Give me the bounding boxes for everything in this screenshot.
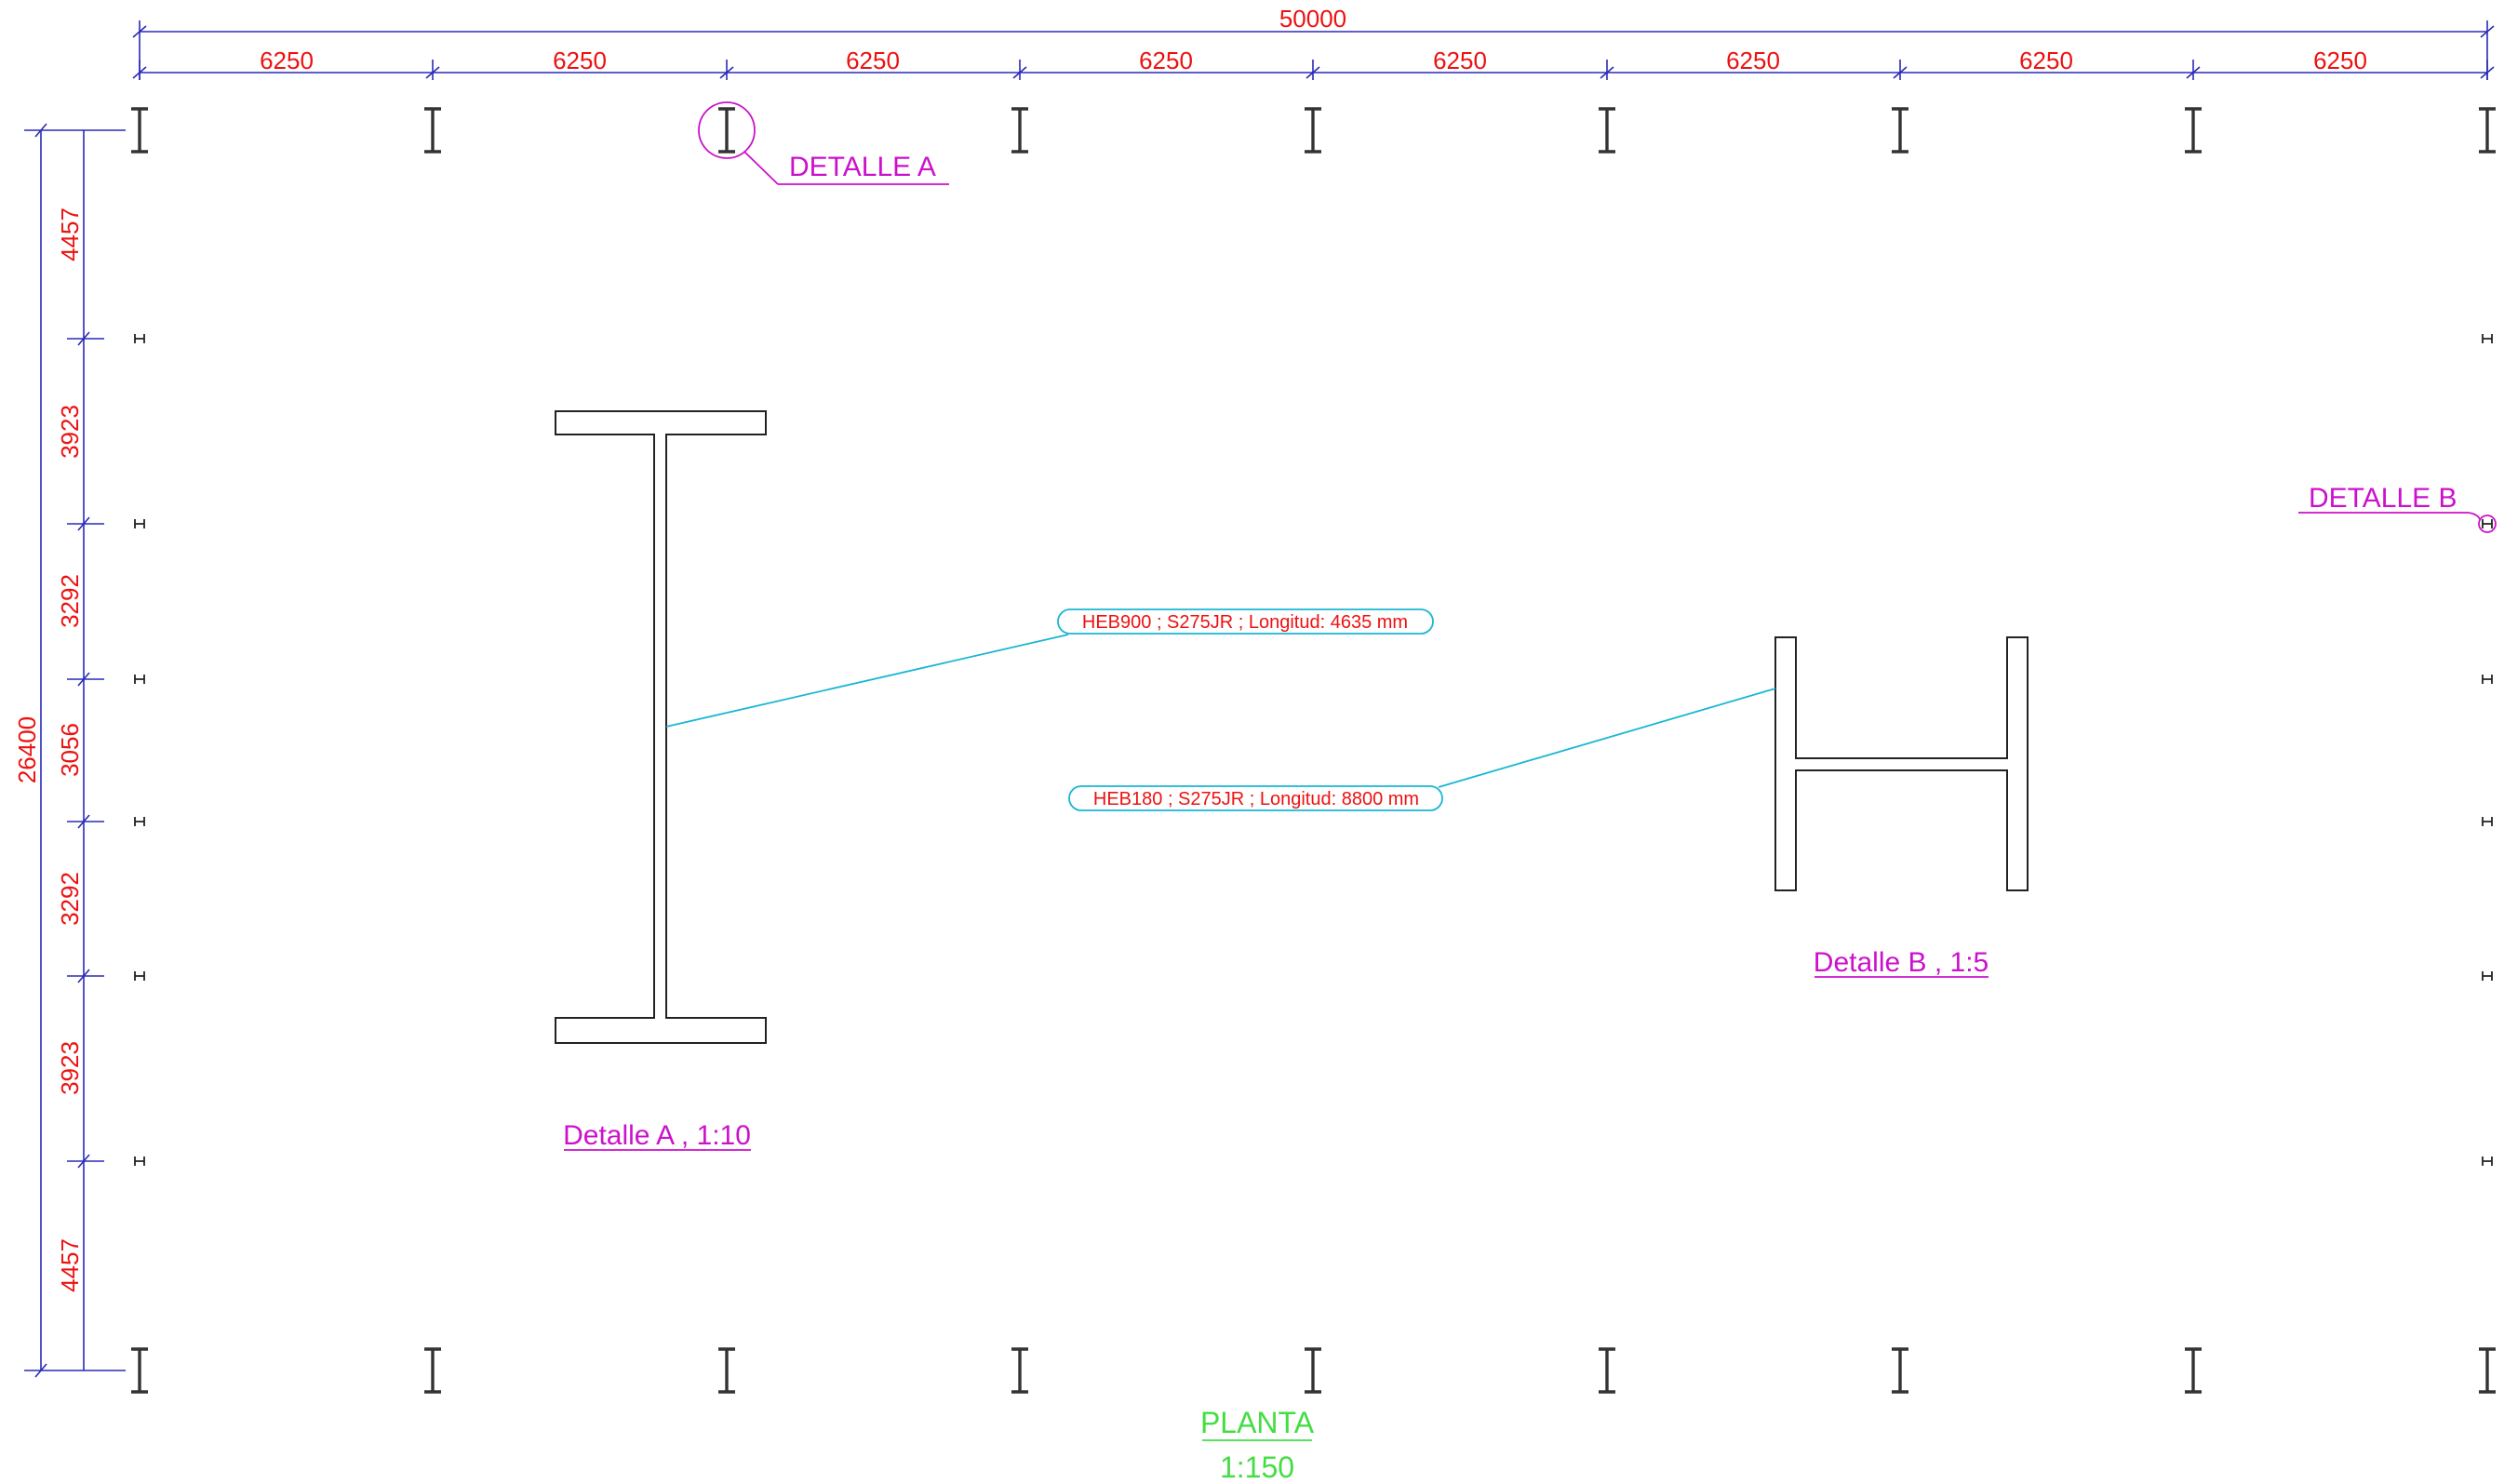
dimension-slash-tick: [77, 969, 90, 983]
heb180-label: HEB180 ; S275JR ; Longitud: 8800 mm: [1068, 688, 1776, 811]
heb180-column-symbol: [134, 519, 145, 528]
heb900-column-symbol: [1011, 107, 1028, 154]
heb900-column-symbol: [1892, 1347, 1908, 1394]
heb180-column-symbol: [2482, 675, 2493, 684]
heb900-column-symbol: [1305, 107, 1321, 154]
detail-a-heb900-profile: [555, 410, 767, 1044]
detail-a-callout-label: DETALLE A: [789, 152, 936, 182]
left-segment-dimension: 3292: [56, 574, 84, 628]
heb180-column-symbol: [2482, 334, 2493, 343]
heb900-column-symbol: [1305, 1347, 1321, 1394]
dimension-slash-tick: [1306, 66, 1320, 79]
top-dimension-chain: 50000 6250 6250 6250 6250 6250 6250 6250…: [132, 5, 2495, 80]
heb900-column-symbol: [718, 1347, 735, 1394]
detail-b-heb180-profile: [1774, 636, 2029, 891]
top-segment-dimension: 6250: [2313, 47, 2367, 74]
detail-b-title: Detalle B , 1:5: [1814, 947, 1988, 978]
heb180-column-symbol: [2482, 817, 2493, 826]
dimension-slash-tick: [132, 66, 147, 79]
heb900-column-symbol: [1011, 1347, 1028, 1394]
left-segment-dimension: 3292: [56, 872, 84, 926]
dimension-slash-tick: [2186, 66, 2201, 79]
heb900-label-text: HEB900 ; S275JR ; Longitud: 4635 mm: [1082, 612, 1408, 633]
top-segment-dimension: 6250: [846, 47, 900, 74]
heb180-column-symbol: [2482, 971, 2493, 981]
detail-a-callout: DETALLE A: [698, 101, 949, 185]
heb900-column-symbol: [424, 1347, 441, 1394]
dimension-slash-tick: [77, 1154, 90, 1169]
dimension-slash-tick: [1012, 66, 1027, 79]
left-segment-dimension: 4457: [56, 207, 84, 261]
heb180-column-symbol: [134, 675, 145, 684]
heb180-column-symbol: [134, 971, 145, 981]
top-segment-dimension: 6250: [260, 47, 314, 74]
heb900-column-symbol: [1892, 107, 1908, 154]
heb180-label-text: HEB180 ; S275JR ; Longitud: 8800 mm: [1093, 789, 1419, 809]
dimension-slash-tick: [1600, 66, 1614, 79]
left-segment-dimension: 4457: [56, 1238, 84, 1292]
left-segment-dimension: 3923: [56, 405, 84, 459]
heb900-column-symbol: [131, 107, 148, 154]
heb900-column-symbol: [2185, 1347, 2202, 1394]
heb900-column-symbol: [718, 107, 735, 154]
heb900-column-symbol: [2479, 1347, 2496, 1394]
dimension-slash-tick: [1893, 66, 1908, 79]
heb900-column-symbol: [2185, 107, 2202, 154]
left-segment-dimension: 3923: [56, 1041, 84, 1095]
detail-a-title: Detalle A , 1:10: [563, 1120, 751, 1151]
overall-width-dimension: 50000: [1279, 5, 1346, 33]
heb180-column-symbol: [2482, 1156, 2493, 1166]
heb900-column-symbol: [1599, 1347, 1615, 1394]
heb900-column-symbol: [1599, 107, 1615, 154]
view-scale: 1:150: [1220, 1451, 1294, 1484]
left-dimension-chain: 26400 4457 3923 3292 3056 3292 3923 4457: [13, 123, 126, 1378]
detail-b-callout: DETALLE B: [2298, 483, 2497, 533]
heb900-label: HEB900 ; S275JR ; Longitud: 4635 mm: [665, 608, 1434, 728]
dimension-slash-tick: [77, 672, 90, 687]
column-grid: [131, 107, 2496, 1394]
detail-b-callout-label: DETALLE B: [2309, 483, 2457, 514]
top-segment-dimension: 6250: [2019, 47, 2073, 74]
dimension-slash-tick: [2480, 66, 2495, 79]
dimension-slash-tick: [77, 516, 90, 531]
top-segment-dimension: 6250: [1139, 47, 1193, 74]
heb900-column-symbol: [131, 1347, 148, 1394]
dimension-slash-tick: [77, 331, 90, 346]
heb900-column-symbol: [424, 107, 441, 154]
heb180-column-symbol: [134, 334, 145, 343]
top-segment-dimension: 6250: [553, 47, 607, 74]
top-segment-dimension: 6250: [1726, 47, 1780, 74]
heb180-column-symbol: [2482, 519, 2493, 528]
top-segment-dimension: 6250: [1433, 47, 1487, 74]
dimension-slash-tick: [77, 814, 90, 829]
view-title: PLANTA: [1200, 1406, 1315, 1439]
left-segment-dimension: 3056: [56, 723, 84, 777]
heb900-column-symbol: [2479, 107, 2496, 154]
overall-height-dimension: 26400: [13, 716, 41, 783]
heb180-column-symbol: [134, 1156, 145, 1166]
dimension-slash-tick: [719, 66, 734, 79]
heb180-column-symbol: [134, 817, 145, 826]
dimension-slash-tick: [425, 66, 440, 79]
